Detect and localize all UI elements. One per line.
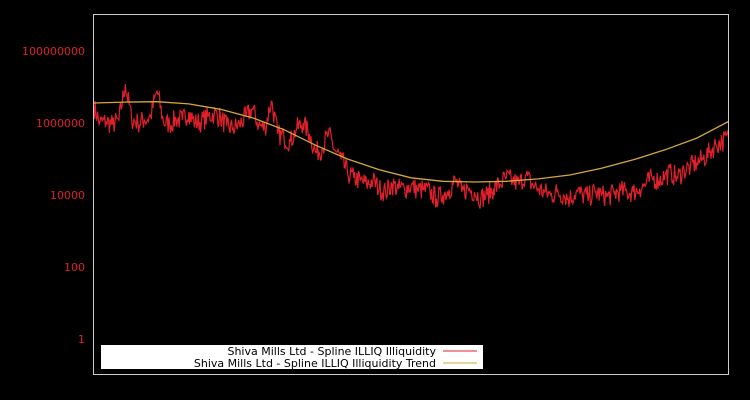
plot-frame bbox=[93, 14, 729, 375]
y-tick-label: 10000 bbox=[50, 189, 85, 202]
y-tick-label: 100 bbox=[64, 261, 85, 274]
series-layer bbox=[92, 84, 730, 209]
legend: Shiva Mills Ltd - Spline ILLIQ Illiquidi… bbox=[101, 345, 483, 370]
series-illiquidity-line bbox=[92, 84, 730, 209]
y-tick-label: 100000000 bbox=[22, 45, 85, 58]
y-axis-ticks: 100000000 1000000 10000 100 1 bbox=[22, 45, 85, 346]
legend-label-trend: Shiva Mills Ltd - Spline ILLIQ Illiquidi… bbox=[194, 357, 436, 370]
series-trend-line bbox=[93, 101, 729, 183]
legend-label-illiquidity: Shiva Mills Ltd - Spline ILLIQ Illiquidi… bbox=[227, 345, 436, 358]
y-tick-label: 1000000 bbox=[36, 117, 85, 130]
y-tick-label: 1 bbox=[78, 333, 85, 346]
legend-box bbox=[101, 345, 483, 369]
